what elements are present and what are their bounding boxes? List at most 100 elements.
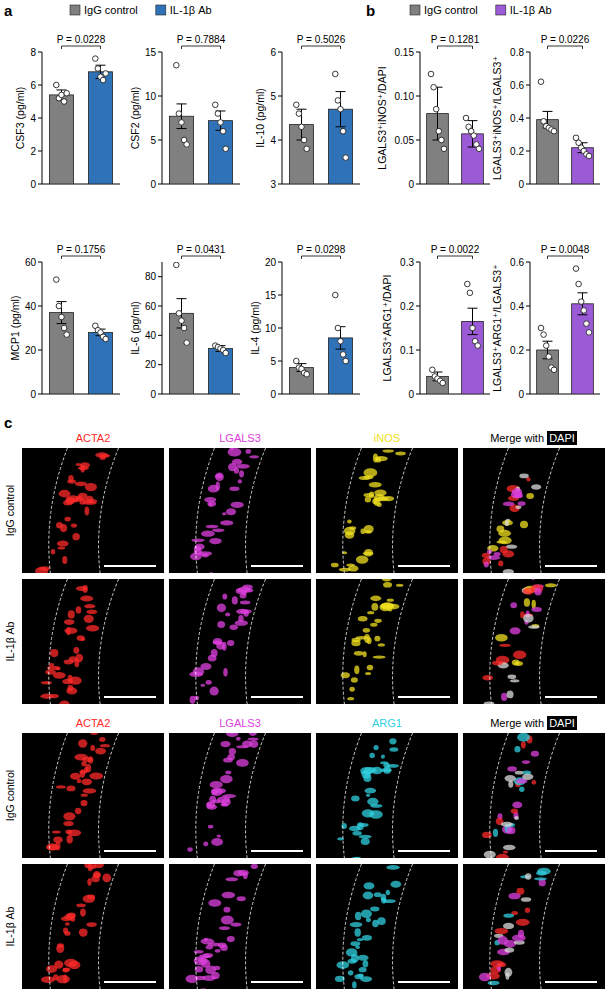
signal xyxy=(83,788,97,794)
signal xyxy=(227,640,234,646)
data-point xyxy=(176,111,182,117)
boundary xyxy=(246,733,266,858)
data-point xyxy=(54,277,60,283)
signal xyxy=(82,757,93,762)
signal xyxy=(38,566,50,570)
signal xyxy=(62,679,73,684)
y-tick xyxy=(526,184,530,185)
merge-label: Merge with xyxy=(490,432,544,444)
data-point xyxy=(584,321,590,327)
y-tick xyxy=(158,140,162,141)
signal xyxy=(355,912,361,920)
y-tick xyxy=(38,262,42,263)
data-point xyxy=(586,330,592,336)
signal xyxy=(504,947,514,952)
signal xyxy=(220,741,230,747)
y-tick xyxy=(526,151,530,152)
signal xyxy=(484,701,495,704)
signal xyxy=(217,603,226,612)
signal xyxy=(507,766,517,771)
channel-label: LGALS3 xyxy=(219,432,261,444)
signal xyxy=(201,553,208,557)
signal xyxy=(220,520,233,525)
row-label: IL-1β Ab xyxy=(4,906,16,946)
signal xyxy=(65,922,70,926)
signal xyxy=(515,506,521,509)
error-bar xyxy=(216,111,226,130)
signal xyxy=(239,470,244,477)
signal xyxy=(242,585,253,590)
error-cap xyxy=(297,109,307,110)
signal xyxy=(76,586,87,591)
signal xyxy=(507,827,516,834)
signal xyxy=(495,928,509,934)
y-tick-label: 0.2 xyxy=(400,301,414,312)
signal xyxy=(499,644,511,647)
boundary xyxy=(393,733,413,858)
signal xyxy=(346,563,355,566)
signal xyxy=(64,660,74,665)
signal xyxy=(510,679,520,682)
micrograph xyxy=(463,733,605,858)
y-tick-label: 0 xyxy=(150,389,156,400)
scale-bar xyxy=(398,850,450,852)
signal xyxy=(373,656,386,659)
boundary xyxy=(540,733,560,858)
data-point xyxy=(441,146,447,152)
signal xyxy=(386,890,390,895)
image-background xyxy=(169,864,311,989)
boundary xyxy=(393,579,413,704)
signal xyxy=(381,754,385,758)
chart: 05101520IL-4 (pg/ml)P = 0.0298 xyxy=(249,244,360,400)
signal xyxy=(349,687,354,692)
significance-bracket xyxy=(62,46,101,49)
p-value: P = 0.0298 xyxy=(297,244,346,255)
signal xyxy=(482,675,493,680)
signal xyxy=(526,493,534,499)
data-point xyxy=(586,153,592,159)
signal xyxy=(66,627,70,635)
micrograph xyxy=(316,733,458,858)
data-point xyxy=(100,77,106,83)
boundary xyxy=(490,579,509,704)
signal xyxy=(351,640,360,647)
scale-bar xyxy=(251,565,303,567)
signal xyxy=(351,954,359,963)
y-tick xyxy=(416,394,420,395)
signal xyxy=(208,655,217,662)
boundary xyxy=(490,864,509,989)
boundary xyxy=(49,864,68,989)
signal xyxy=(363,882,374,889)
signal xyxy=(369,753,374,758)
signal xyxy=(503,850,508,853)
micrograph xyxy=(463,579,605,704)
signal xyxy=(532,780,537,785)
signal xyxy=(99,454,110,458)
data-point xyxy=(538,79,544,85)
image-background xyxy=(316,733,458,858)
channel-label: ARG1 xyxy=(372,717,402,729)
signal xyxy=(349,826,361,831)
signal xyxy=(534,588,541,596)
signal xyxy=(516,919,530,926)
data-point xyxy=(333,292,339,298)
signal xyxy=(514,494,523,498)
signal xyxy=(496,854,509,858)
micrograph xyxy=(316,579,458,704)
signal xyxy=(193,667,204,676)
signal xyxy=(80,769,85,778)
data-point xyxy=(61,325,67,331)
signal xyxy=(380,768,392,772)
signal xyxy=(86,764,92,773)
signal xyxy=(65,497,75,504)
p-value: P = 0.0022 xyxy=(431,244,480,255)
legend-label: IL-1β Ab xyxy=(170,4,212,16)
signal xyxy=(521,897,531,902)
error-cap xyxy=(543,341,553,342)
signal xyxy=(361,771,373,775)
image-background xyxy=(463,448,605,573)
signal xyxy=(99,737,105,742)
y-tick-label: 0.3 xyxy=(400,257,414,268)
signal xyxy=(519,787,524,793)
signal xyxy=(363,960,369,968)
